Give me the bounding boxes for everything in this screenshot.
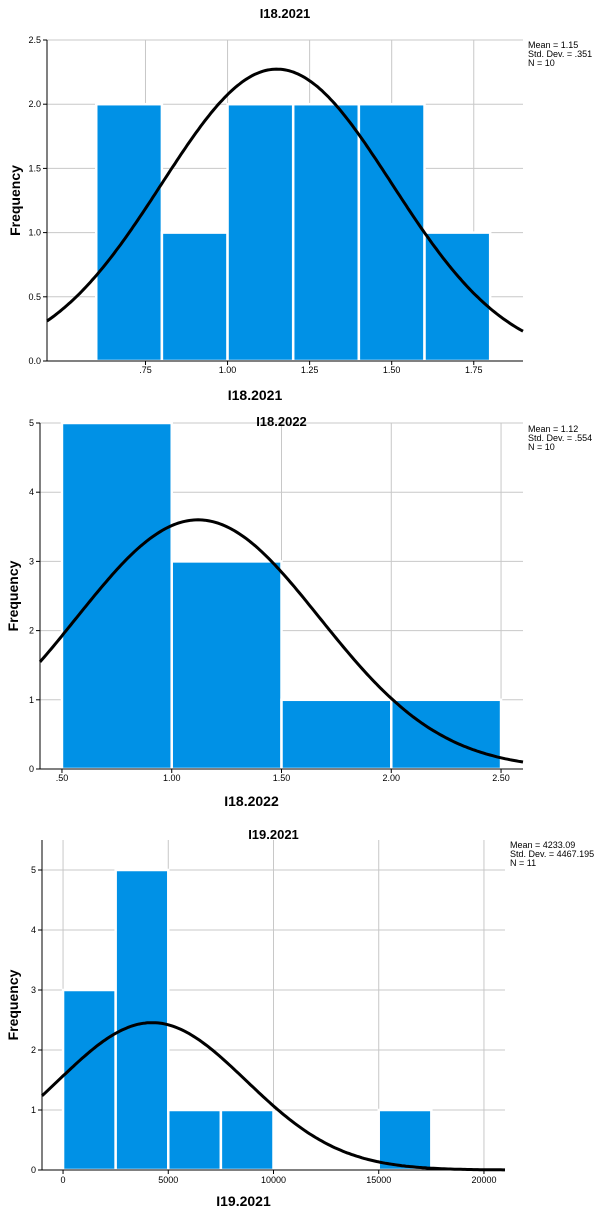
- normal-curve: [40, 1021, 505, 1172]
- x-tick-label: 1.00: [163, 773, 181, 783]
- stats-legend-line: N = 11: [510, 858, 536, 868]
- x-tick-label: 1.25: [301, 365, 319, 375]
- x-tick-label: 20000: [471, 1175, 496, 1185]
- histogram-chart-2: .50 1.00 1.50 2.00 2.50 0 1 2 3 4 5 I18.2022 I18.202…: [5, 414, 592, 809]
- stats-legend-line: Mean = 1.12: [528, 424, 578, 434]
- histogram-chart-3: 0 5000 10000 15000 20000 0 1 2 3 4 5 I19.2021 I19.20…: [5, 827, 594, 1209]
- histogram-chart-1: .75 1.00 1.25 1.50 1.75 0.0 0.5 1.0 1.5 2.0 2.5 I18…: [7, 6, 592, 403]
- stats-legend-line: N = 10: [528, 442, 555, 452]
- x-tick-label: 10000: [261, 1175, 286, 1185]
- histogram-bar: [390, 698, 503, 771]
- normal-curve: [46, 67, 524, 333]
- y-tick-label: 1: [31, 1105, 36, 1115]
- stats-legend-line: Std. Dev. = 4467.195: [510, 849, 594, 859]
- histogram-bar: [61, 988, 117, 1172]
- stats-legend-line: Std. Dev. = .554: [528, 433, 592, 443]
- x-tick-label: 15000: [366, 1175, 391, 1185]
- histogram-bar: [357, 102, 426, 363]
- histogram-bar: [291, 102, 361, 363]
- y-axis-label: Frequency: [5, 969, 21, 1040]
- y-axis-label: Frequency: [7, 165, 23, 236]
- histogram-bar: [114, 868, 170, 1172]
- histogram-bar: [219, 1108, 275, 1172]
- chart-title: I19.2021: [248, 827, 299, 842]
- histogram-bar: [167, 1108, 223, 1172]
- stats-legend-line: Mean = 4233.09: [510, 840, 575, 850]
- histogram-panel-1: .75 1.00 1.25 1.50 1.75 0.0 0.5 1.0 1.5 2.0 2.5 I18…: [0, 0, 597, 410]
- x-tick-label: 5000: [158, 1175, 178, 1185]
- y-tick-label: 0: [31, 1165, 36, 1175]
- stats-legend-line: Std. Dev. = .351: [528, 49, 592, 59]
- x-axis-label: I18.2022: [224, 793, 279, 809]
- histogram-bar: [280, 698, 393, 771]
- histogram-bar: [226, 102, 295, 363]
- x-tick-label: 1.50: [383, 365, 401, 375]
- stats-legend-line: N = 10: [528, 58, 555, 68]
- stats-legend-line: Mean = 1.15: [528, 40, 578, 50]
- y-tick-label: 0: [29, 764, 34, 774]
- x-axis-label: I19.2021: [216, 1193, 271, 1209]
- chart-title: I18.2022: [256, 414, 307, 429]
- x-axis-label: I18.2021: [228, 387, 283, 403]
- y-tick-label: 1.5: [28, 163, 41, 173]
- x-tick-label: 2.00: [383, 773, 401, 783]
- histogram-bar: [377, 1108, 433, 1172]
- histogram-bar: [160, 231, 229, 363]
- y-tick-label: 4: [29, 487, 34, 497]
- x-tick-label: 2.50: [492, 773, 510, 783]
- x-tick-label: 0: [61, 1175, 66, 1185]
- y-tick-label: 1.0: [28, 228, 41, 238]
- y-tick-label: 2: [31, 1045, 36, 1055]
- y-tick-label: 3: [29, 556, 34, 566]
- histogram-bar: [60, 421, 173, 771]
- y-tick-label: 2: [29, 626, 34, 636]
- y-tick-label: 0.5: [28, 292, 41, 302]
- x-tick-label: 1.00: [219, 365, 237, 375]
- x-tick-label: 1.50: [273, 773, 291, 783]
- y-tick-label: 2.0: [28, 99, 41, 109]
- y-axis-label: Frequency: [5, 560, 21, 631]
- y-tick-label: 4: [31, 925, 36, 935]
- y-tick-label: 0.0: [28, 356, 41, 366]
- histogram-bar: [423, 231, 492, 363]
- y-tick-label: 1: [29, 695, 34, 705]
- chart-title: I18.2021: [260, 6, 311, 21]
- x-tick-label: .75: [139, 365, 152, 375]
- normal-curve: [38, 518, 524, 764]
- histogram-bar: [170, 560, 283, 771]
- y-tick-label: 3: [31, 985, 36, 995]
- x-tick-label: .50: [56, 773, 69, 783]
- y-tick-label: 5: [31, 865, 36, 875]
- x-tick-label: 1.75: [465, 365, 483, 375]
- histogram-panel-2: .50 1.00 1.50 2.00 2.50 0 1 2 3 4 5 I18.2022 I18.202…: [0, 410, 597, 818]
- y-tick-label: 5: [29, 418, 34, 428]
- histogram-panel-3: 0 5000 10000 15000 20000 0 1 2 3 4 5 I19.2021 I19.20…: [0, 818, 597, 1213]
- y-tick-label: 2.5: [28, 35, 41, 45]
